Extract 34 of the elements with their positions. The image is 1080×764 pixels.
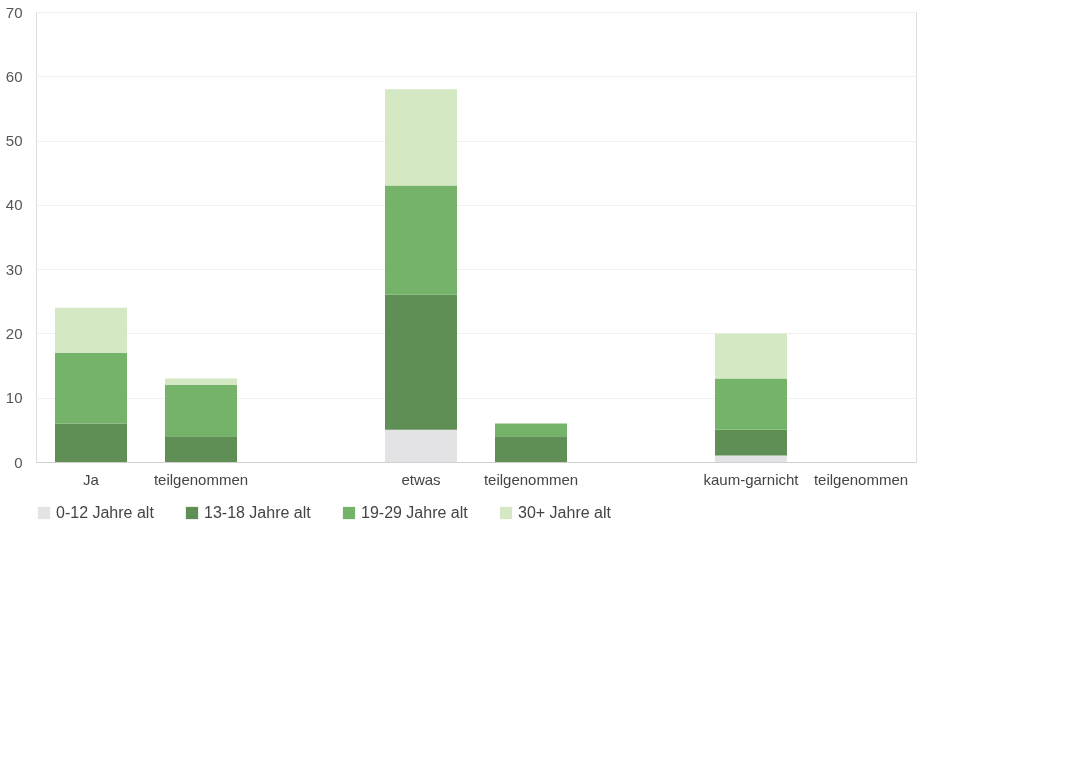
bar (715, 455, 787, 462)
bar (165, 436, 237, 462)
y-tick-label: 0 (14, 453, 23, 471)
bar (715, 429, 787, 456)
bar (495, 423, 567, 437)
x-tick-label: kaum-garnicht (703, 470, 800, 488)
x-tick-label: teilgenommen (483, 470, 579, 488)
legend-label: 19-29 Jahre alt (361, 504, 469, 521)
bar (385, 185, 457, 295)
bar (495, 436, 567, 462)
bar (385, 429, 457, 462)
y-tick-label: 40 (5, 196, 23, 214)
x-tick-label: teilgenommen (153, 470, 249, 488)
y-tick-label: 60 (5, 67, 23, 85)
x-tick-label: Ja (83, 470, 100, 488)
y-tick-label: 50 (5, 132, 23, 150)
y-tick-label: 20 (5, 324, 23, 342)
y-tick-label: 10 (5, 389, 23, 407)
bar (55, 352, 127, 424)
x-tick-label: teilgenommen (813, 470, 909, 488)
bar (165, 378, 237, 385)
bar (385, 89, 457, 186)
y-tick-label: 70 (5, 3, 23, 21)
legend-label: 13-18 Jahre alt (204, 504, 312, 521)
bar (715, 333, 787, 379)
bar (715, 378, 787, 430)
legend-label: 30+ Jahre alt (518, 504, 612, 521)
y-tick-label: 30 (5, 260, 23, 278)
x-tick-label: etwas (401, 470, 441, 488)
bar (385, 294, 457, 430)
bar (165, 384, 237, 437)
legend-label: 0-12 Jahre alt (56, 504, 155, 521)
bar (55, 423, 127, 462)
bar (55, 307, 127, 353)
